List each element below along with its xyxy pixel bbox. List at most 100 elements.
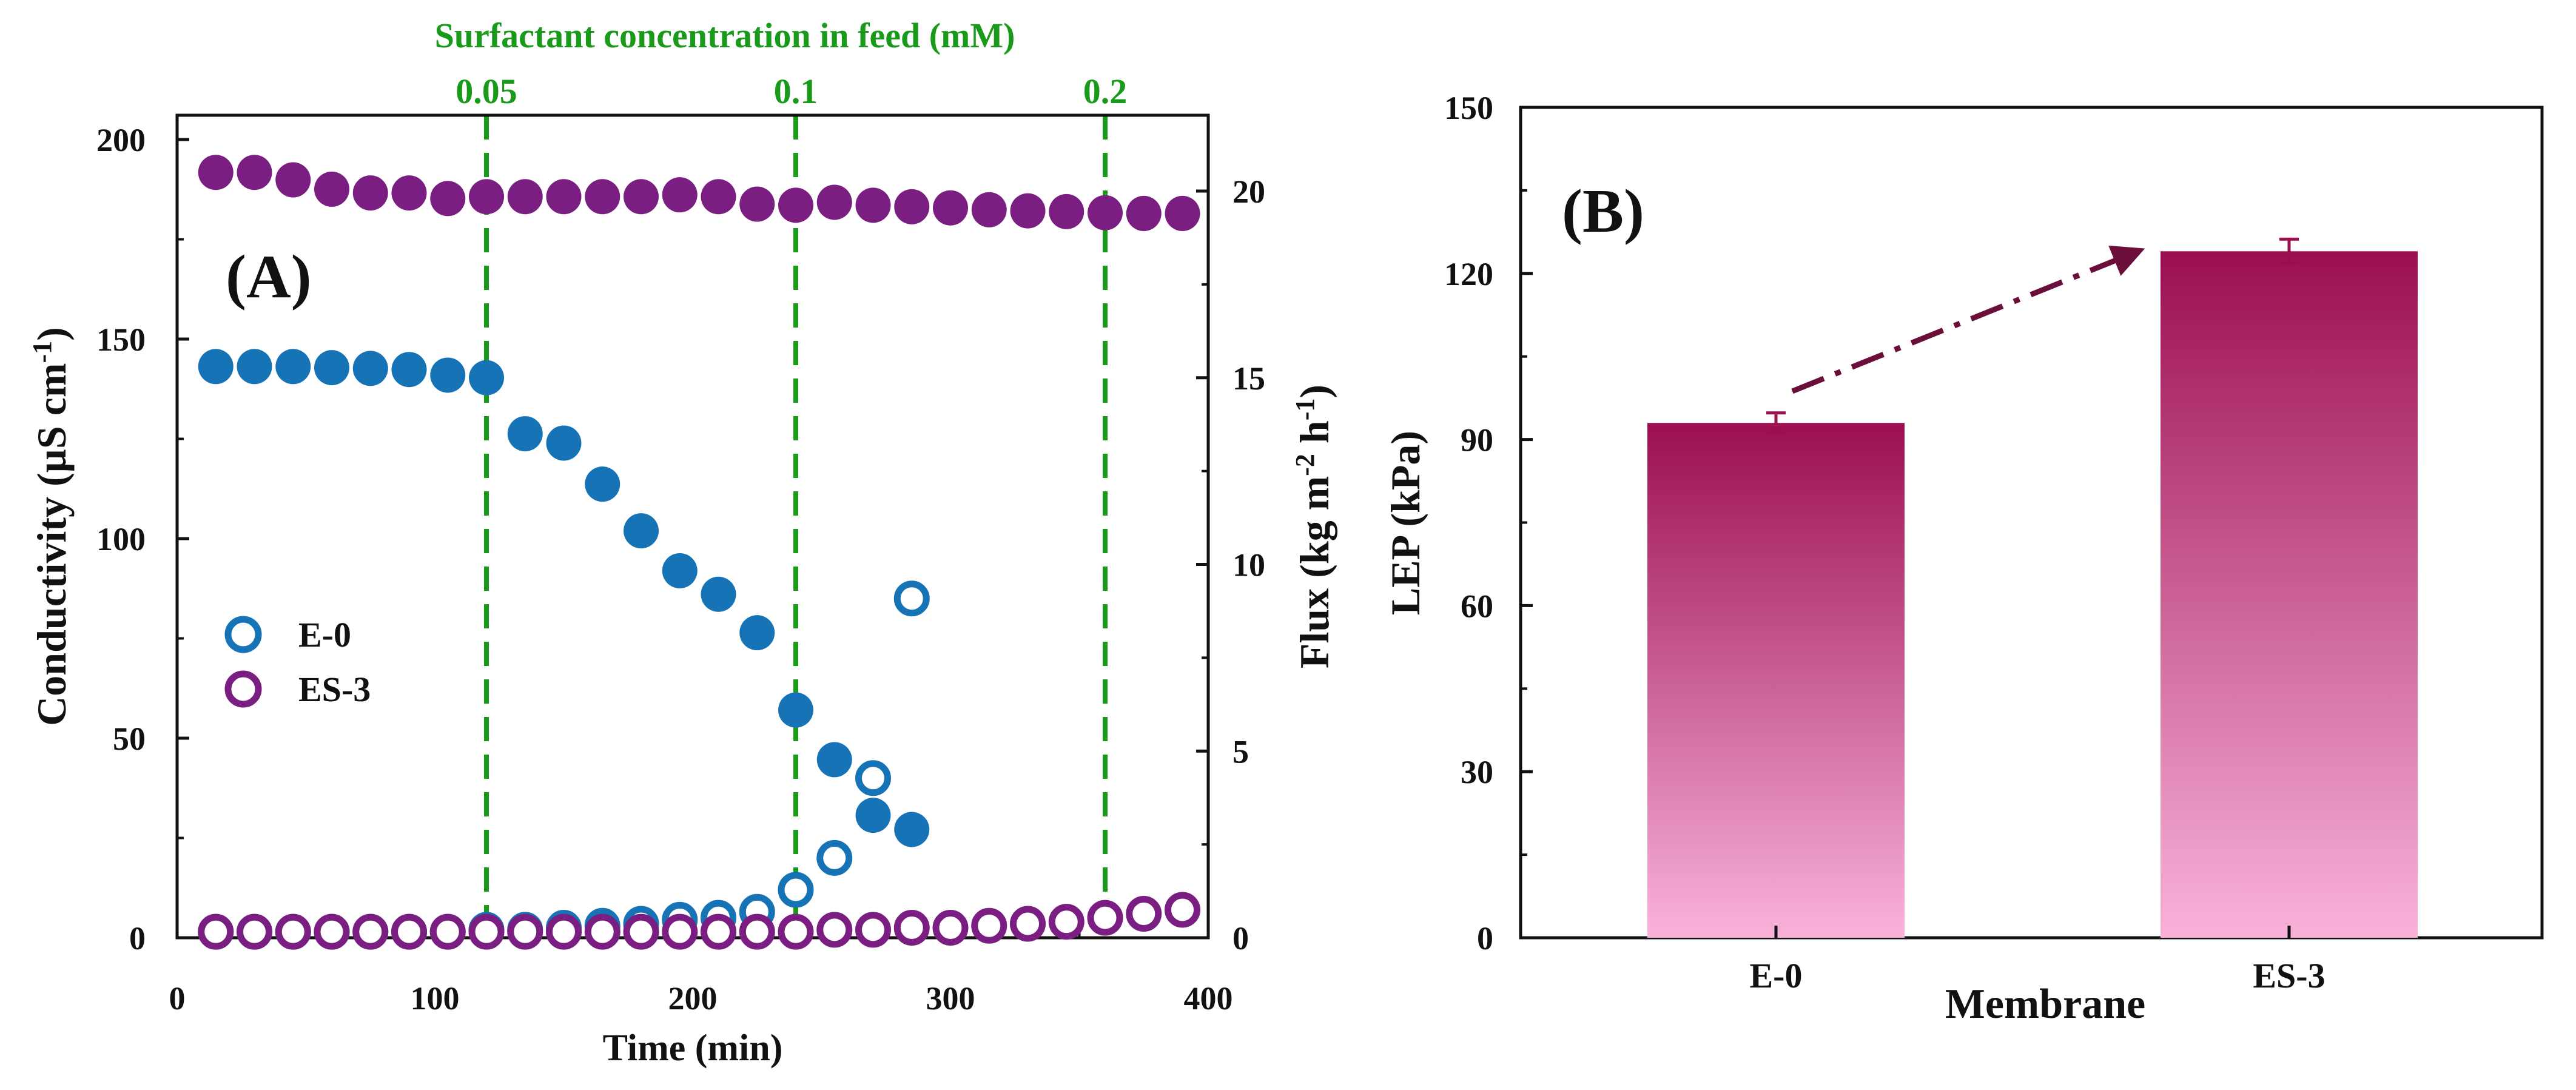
- e0-flux-point: [275, 349, 311, 385]
- e0-flux-point: [855, 798, 891, 833]
- es3-flux-point: [430, 181, 466, 217]
- es3-conductivity-point: [546, 913, 582, 950]
- x-tick-label: 400: [1184, 980, 1233, 1017]
- panel-b-y-tick-label: 90: [1461, 422, 1493, 459]
- concentration-tick-label: 0.2: [1083, 72, 1128, 111]
- y2-tick-label: 10: [1233, 547, 1265, 584]
- panel-a-y-axis-label: Conductivity (µS cm-1): [27, 327, 75, 726]
- panel-a-x-axis-label: Time (min): [603, 1028, 783, 1069]
- panel-b-y-tick-label: 150: [1444, 90, 1493, 126]
- es3-flux-point: [1126, 195, 1162, 231]
- y-tick-label: 0: [129, 920, 146, 957]
- es3-conductivity-point: [275, 913, 311, 950]
- es3-conductivity-point: [623, 913, 659, 950]
- y-tick-label: 150: [96, 321, 146, 358]
- es3-conductivity-point: [429, 913, 466, 950]
- e0-flux-point: [430, 357, 466, 393]
- es3-conductivity-point: [1010, 906, 1046, 942]
- e0-flux-point: [352, 351, 388, 386]
- e0-conductivity-point: [855, 760, 891, 796]
- es3-conductivity-point: [1126, 896, 1162, 932]
- es3-conductivity-point: [314, 913, 350, 950]
- es3-flux-point: [352, 175, 388, 211]
- es3-conductivity-point: [468, 913, 505, 950]
- es3-flux-point: [933, 190, 968, 226]
- es3-flux-point: [275, 162, 311, 198]
- es3-flux-point: [1010, 193, 1046, 229]
- e0-flux-point: [546, 425, 582, 461]
- es3-flux-point: [739, 186, 775, 222]
- e0-flux-point: [894, 812, 930, 847]
- legend-e0-label: E-0: [298, 615, 351, 654]
- es3-flux-point: [314, 171, 349, 207]
- panel-b-y-tick-label: 0: [1477, 920, 1493, 957]
- panel-b: 0 30 60 90 120 150 E-0 ES-3 (B) Membrane LEP (…: [1382, 90, 2544, 1028]
- y-tick-label: 200: [96, 122, 146, 158]
- concentration-tick-label: 0.05: [456, 72, 517, 111]
- es3-flux-point: [894, 189, 930, 224]
- es3-conductivity-point: [971, 907, 1007, 944]
- es3-conductivity-point: [816, 912, 853, 948]
- panel-a-plot-frame: [175, 113, 1210, 940]
- es3-conductivity-point: [932, 910, 969, 946]
- panel-a-top-axis-label: Surfactant concentration in feed (mM): [435, 16, 1015, 55]
- es3-flux-point: [1049, 193, 1085, 229]
- es3-flux-point: [662, 177, 698, 213]
- es3-conductivity-point: [739, 913, 775, 950]
- es3-flux-point: [778, 187, 813, 223]
- es3-conductivity-point: [391, 913, 427, 950]
- es3-conductivity-point: [507, 913, 543, 950]
- e0-flux-point: [662, 553, 698, 588]
- panel-a-label: (A): [226, 243, 312, 311]
- panel-b-x-axis-label: Membrane: [1945, 981, 2145, 1028]
- e0-flux-point: [507, 416, 543, 452]
- es3-flux-point: [701, 179, 736, 215]
- concentration-guides: 0.05 0.1 0.2: [456, 72, 1127, 938]
- e0-flux-point: [739, 615, 775, 651]
- e0-flux-point: [624, 513, 659, 549]
- panel-a-data-points: [198, 155, 1200, 950]
- es3-conductivity-point: [1087, 900, 1123, 936]
- panel-a-y2-axis-label: Flux (kg m-2 h-1): [1290, 385, 1337, 668]
- es3-flux-point: [585, 179, 620, 215]
- es3-flux-point: [391, 175, 427, 211]
- panel-a-y-ticks: 0 50 100 150 200: [96, 122, 189, 957]
- x-tick-label: 300: [926, 980, 975, 1017]
- y2-tick-label: 5: [1233, 733, 1249, 770]
- es3-flux-point: [507, 179, 543, 215]
- es3-flux-point: [546, 179, 582, 215]
- concentration-tick-label: 0.1: [774, 72, 818, 111]
- x-tick-label: 100: [411, 980, 460, 1017]
- y2-tick-label: 0: [1233, 920, 1249, 957]
- es3-flux-point: [1088, 195, 1123, 230]
- e0-flux-point: [391, 352, 427, 388]
- legend-e0-marker: [224, 616, 262, 653]
- e0-flux-point: [314, 350, 349, 386]
- e0-flux-point: [469, 360, 504, 395]
- panel-b-y-tick-label: 60: [1461, 588, 1493, 624]
- bar-e0: [1647, 423, 1905, 938]
- es3-flux-point: [624, 179, 659, 215]
- panel-a: Surfactant concentration in feed (mM) 0.…: [27, 16, 1337, 1069]
- es3-flux-point: [816, 184, 852, 220]
- es3-conductivity-point: [237, 913, 272, 950]
- es3-conductivity-point: [584, 913, 620, 950]
- es3-conductivity-point: [778, 913, 814, 950]
- trend-arrow: [1791, 245, 2145, 394]
- es3-conductivity-point: [352, 913, 389, 950]
- panel-b-y-axis-label: LEP (kPa): [1382, 431, 1428, 615]
- es3-flux-point: [237, 155, 272, 190]
- es3-flux-point: [469, 179, 504, 215]
- e0-flux-point: [237, 349, 272, 385]
- es3-conductivity-point: [1165, 892, 1200, 928]
- es3-conductivity-point: [855, 912, 891, 948]
- e0-flux-point: [701, 576, 736, 612]
- category-label-es3: ES-3: [2253, 956, 2325, 995]
- es3-conductivity-point: [893, 910, 930, 946]
- e0-flux-point: [816, 742, 852, 778]
- panel-b-bars: E-0 ES-3: [1647, 237, 2418, 995]
- es3-conductivity-point: [198, 913, 234, 950]
- es3-flux-point: [971, 192, 1007, 227]
- x-tick-label: 0: [169, 980, 186, 1017]
